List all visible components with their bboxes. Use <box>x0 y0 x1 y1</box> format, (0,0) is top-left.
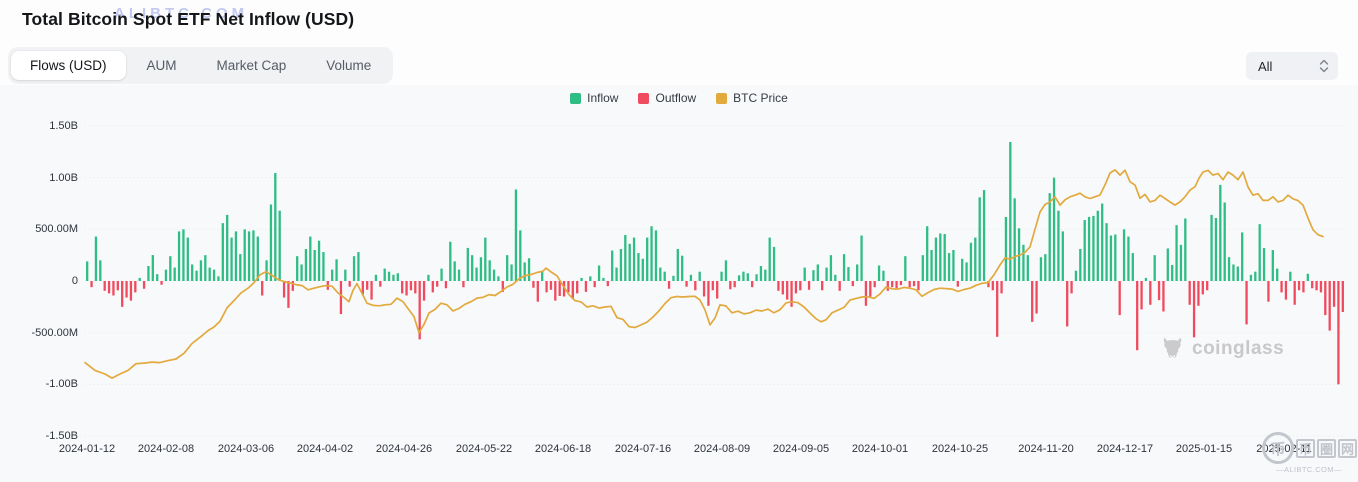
legend-item-btc-price[interactable]: BTC Price <box>716 91 788 105</box>
legend-label: Inflow <box>587 91 619 105</box>
x-axis-label: 2024-11-20 <box>1018 443 1074 455</box>
title-watermark: ALIBTC.COM <box>114 5 249 22</box>
flow-bars <box>86 142 1344 385</box>
legend-item-outflow[interactable]: Outflow <box>638 91 696 105</box>
y-axis-label: 1.00B <box>49 171 78 184</box>
x-axis-label: 2024-04-26 <box>375 443 433 455</box>
btc-price-line <box>84 169 1324 379</box>
tab-bar: Flows (USD) AUM Market Cap Volume <box>8 47 394 84</box>
range-selector-value: All <box>1258 58 1273 74</box>
tab-flows-usd[interactable]: Flows (USD) <box>11 50 126 81</box>
y-axis-label: -500.00M <box>31 326 78 339</box>
page-title: Total Bitcoin Spot ETF Net Inflow (USD) <box>22 9 355 29</box>
x-axis-label: 2024-12-17 <box>1096 443 1154 455</box>
updown-chevrons-icon <box>1318 58 1330 74</box>
outflow-swatch-icon <box>638 92 650 104</box>
tab-market-cap[interactable]: Market Cap <box>198 51 306 81</box>
x-axis-label: 2024-01-12 <box>58 443 116 455</box>
btc-price-swatch-icon <box>716 92 728 104</box>
y-axis-label: -1.50B <box>45 430 78 442</box>
x-axis-label: 2024-05-22 <box>455 443 513 455</box>
x-axis-label: 2024-07-16 <box>614 443 672 455</box>
x-axis-label: 2024-02-08 <box>137 443 195 455</box>
x-axis-label: 2024-10-01 <box>851 443 909 455</box>
y-axis-label: 1.50B <box>49 120 78 132</box>
chart-legend: Inflow Outflow BTC Price <box>0 91 1358 105</box>
tab-volume[interactable]: Volume <box>307 51 390 81</box>
x-axis-label: 2024-03-06 <box>217 443 275 455</box>
x-axis-label: 2024-06-18 <box>534 443 592 455</box>
gridlines <box>85 125 1345 437</box>
legend-label: Outflow <box>655 91 697 105</box>
x-axis-label: 2024-04-02 <box>296 443 354 455</box>
legend-item-inflow[interactable]: Inflow <box>570 91 618 105</box>
y-axis-label: 500.00M <box>35 223 78 236</box>
inflow-swatch-icon <box>570 92 582 104</box>
legend-label: BTC Price <box>733 91 788 105</box>
x-axis-label: 2024-08-09 <box>693 443 751 455</box>
x-axis-label: 2025-01-15 <box>1175 443 1233 455</box>
x-axis-label: 2024-09-05 <box>772 443 830 455</box>
y-axis-label: 0 <box>71 275 78 287</box>
y-axis-label: -1.00B <box>45 378 78 391</box>
tab-aum[interactable]: AUM <box>128 51 196 81</box>
x-axis-label: 2024-10-25 <box>931 443 989 455</box>
range-selector[interactable]: All <box>1246 52 1338 80</box>
chart-background <box>0 85 1358 482</box>
